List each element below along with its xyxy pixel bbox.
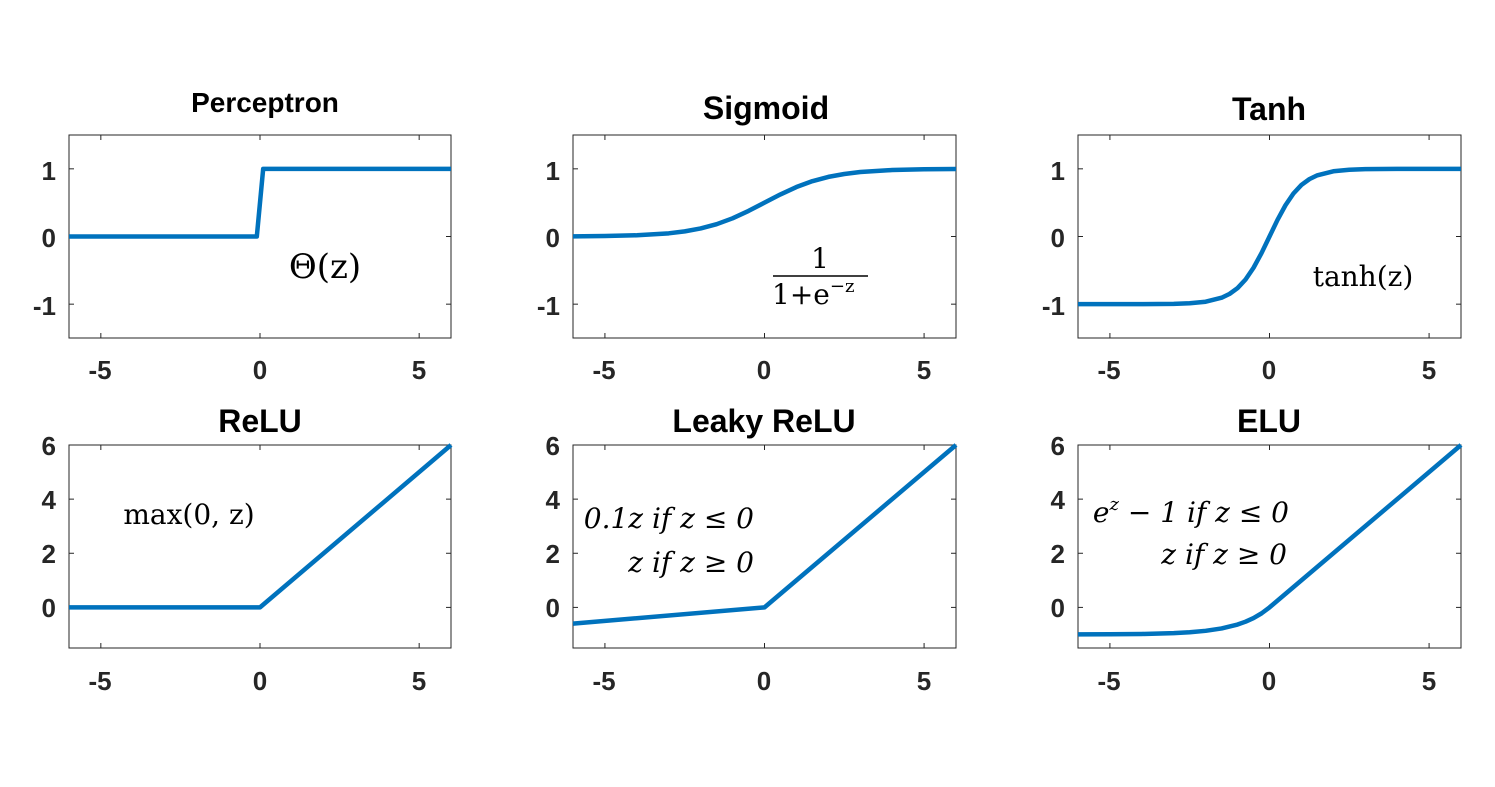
panel-title: ReLU	[218, 403, 302, 439]
y-tick-label: 6	[1051, 431, 1065, 461]
y-tick-label: 0	[1051, 223, 1065, 253]
x-tick-label: 5	[917, 355, 931, 385]
formula-rest: − 1 if z ≤ 0	[1119, 496, 1289, 529]
tick-labels: -1 0 1 -5 0 5	[33, 156, 426, 385]
formula-annotation: 1 1+e−z	[772, 242, 868, 311]
panel-title: Leaky ReLU	[672, 403, 855, 439]
tick-labels: 0 2 4 6 -5 0 5	[546, 431, 932, 696]
panel-leaky-relu: Leaky ReLU 0 2 4 6 -5 0 5 0.1z if z ≤ 0 …	[546, 403, 958, 696]
x-tick-label: -5	[88, 355, 111, 385]
y-tick-label: 6	[42, 431, 56, 461]
formula-line-1: ez − 1 if z ≤ 0	[1093, 494, 1289, 529]
panel-title: ELU	[1237, 403, 1301, 439]
x-tick-label: -5	[592, 355, 615, 385]
panel-tanh: Tanh -1 0 1 -5 0 5 tanh(z)	[1042, 91, 1462, 385]
y-tick-label: 6	[546, 431, 560, 461]
x-tick-label: 5	[1422, 355, 1436, 385]
y-tick-label: 0	[546, 593, 560, 623]
x-tick-label: 0	[757, 355, 771, 385]
y-tick-label: 0	[42, 223, 56, 253]
formula-annotation: Θ(z)	[289, 247, 361, 287]
x-tick-label: 0	[757, 666, 771, 696]
series-line	[1077, 443, 1463, 637]
panel-elu: ELU 0 2 4 6 -5 0 5 ez − 1 if z ≤ 0 z if …	[1051, 403, 1463, 696]
x-tick-label: 5	[1422, 666, 1436, 696]
formula-denominator: 1+e−z	[772, 276, 854, 311]
panel-perceptron: Perceptron -1 0 1 -5 0 5 Θ(z)	[33, 87, 452, 385]
panel-title: Tanh	[1232, 91, 1306, 127]
tick-marks	[573, 444, 956, 648]
plot-area	[68, 444, 452, 649]
tick-marks	[69, 444, 451, 648]
panel-title: Sigmoid	[703, 90, 829, 126]
x-tick-label: 5	[412, 666, 426, 696]
panel-sigmoid: Sigmoid -1 0 1 -5 0 5 1 1+e−z	[537, 90, 957, 385]
series-line	[572, 166, 957, 239]
series-line	[69, 166, 451, 239]
formula-annotation: tanh(z)	[1313, 260, 1414, 293]
y-tick-label: 2	[42, 539, 56, 569]
y-tick-label: -1	[537, 291, 560, 321]
series-line	[69, 443, 453, 610]
y-tick-label: 2	[546, 539, 560, 569]
panel-relu: ReLU 0 2 4 6 -5 0 5 max(0, z)	[42, 403, 453, 696]
tick-labels: -1 0 1 -5 0 5	[1042, 156, 1436, 385]
formula-line-2: z if z ≥ 0	[1160, 538, 1287, 571]
y-tick-label: 0	[1051, 593, 1065, 623]
formula-base: e	[1093, 496, 1110, 529]
series-line	[1077, 166, 1462, 307]
x-tick-label: 0	[253, 666, 267, 696]
series-line	[572, 443, 958, 626]
panel-title: Perceptron	[191, 87, 339, 118]
y-tick-label: 1	[42, 156, 56, 186]
formula-line-2: z if z ≥ 0	[627, 546, 754, 579]
y-tick-label: 2	[1051, 539, 1065, 569]
formula-numerator: 1	[811, 242, 829, 275]
tick-labels: 0 2 4 6 -5 0 5	[1051, 431, 1437, 696]
y-tick-label: 1	[546, 156, 560, 186]
y-tick-label: 4	[42, 485, 57, 515]
tick-labels: -1 0 1 -5 0 5	[537, 156, 931, 385]
x-tick-label: 5	[917, 666, 931, 696]
y-tick-label: 4	[546, 485, 561, 515]
x-tick-label: 0	[253, 355, 267, 385]
formula-exponent: z	[1108, 494, 1119, 515]
y-tick-label: -1	[33, 291, 56, 321]
y-tick-label: 0	[546, 223, 560, 253]
y-tick-label: 1	[1051, 156, 1065, 186]
denominator-base: 1+e	[772, 278, 830, 311]
y-tick-label: -1	[1042, 291, 1065, 321]
x-tick-label: 0	[1262, 355, 1276, 385]
tick-labels: 0 2 4 6 -5 0 5	[42, 431, 427, 696]
x-tick-label: -5	[592, 666, 615, 696]
y-tick-label: 0	[42, 593, 56, 623]
y-tick-label: 4	[1051, 485, 1066, 515]
x-tick-label: 5	[412, 355, 426, 385]
x-tick-label: -5	[1097, 666, 1120, 696]
formula-line-1: 0.1z if z ≤ 0	[584, 502, 754, 535]
x-tick-label: 0	[1262, 666, 1276, 696]
x-tick-label: -5	[88, 666, 111, 696]
denominator-exponent: −z	[830, 276, 855, 297]
x-tick-label: -5	[1097, 355, 1120, 385]
formula-annotation: max(0, z)	[123, 498, 254, 531]
